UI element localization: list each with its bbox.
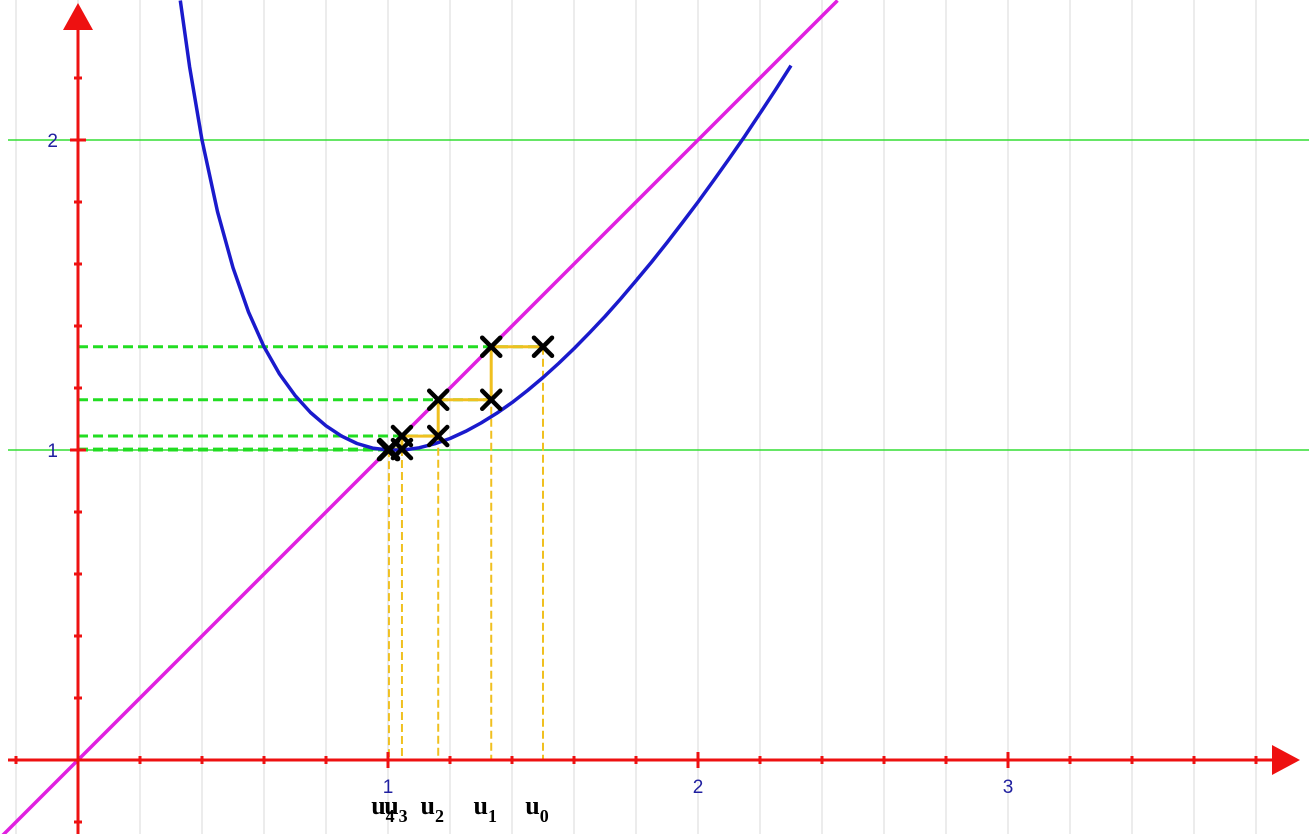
cross-stroke bbox=[479, 388, 503, 412]
iterate-label-base: u bbox=[473, 791, 487, 820]
cross-marker-icon bbox=[426, 424, 450, 448]
x-tick-label: 2 bbox=[693, 777, 704, 798]
iterate-label-subscript: 2 bbox=[435, 806, 444, 826]
grid bbox=[15, 0, 1257, 834]
iterate-label-subscript: 3 bbox=[399, 806, 408, 826]
iterate-label-subscript: 1 bbox=[488, 806, 497, 826]
x-tick-label: 3 bbox=[1003, 777, 1014, 798]
y-tick-label: 2 bbox=[47, 131, 58, 152]
identity-line-y-equals-x bbox=[1, 0, 839, 834]
cross-stroke bbox=[531, 335, 555, 359]
cross-stroke bbox=[479, 335, 503, 359]
iterate-label-base: u bbox=[420, 791, 434, 820]
cross-stroke bbox=[426, 388, 450, 412]
function-curve-path bbox=[178, 0, 793, 452]
cross-stroke bbox=[376, 438, 400, 462]
iterate-markers bbox=[376, 335, 555, 462]
iterate-label: u3 bbox=[384, 791, 407, 826]
iterate-label-base: u bbox=[525, 791, 539, 820]
cross-marker-icon bbox=[531, 335, 555, 359]
iterate-label: u1 bbox=[473, 791, 496, 826]
iterate-label-base: u bbox=[384, 791, 398, 820]
function-curve bbox=[178, 0, 793, 452]
iterate-label-base: u bbox=[371, 791, 385, 820]
iterate-label-subscript: 0 bbox=[540, 806, 549, 826]
iterate-label: u0 bbox=[525, 791, 548, 826]
cross-marker-icon bbox=[479, 335, 503, 359]
projection-dashes bbox=[78, 345, 543, 452]
identity-line bbox=[1, 0, 839, 834]
cross-marker-icon bbox=[479, 388, 503, 412]
iterate-label-subscript: 4 bbox=[386, 806, 395, 826]
iterate-label: u2 bbox=[420, 791, 443, 826]
x-tick-label: 1 bbox=[383, 777, 394, 798]
x-axis-arrow-icon bbox=[1272, 745, 1300, 775]
axes bbox=[8, 3, 1300, 834]
cross-marker-icon bbox=[376, 438, 400, 462]
cross-marker-icon bbox=[426, 388, 450, 412]
horizontal-reference-lines bbox=[8, 139, 1309, 451]
cobweb-path bbox=[387, 345, 544, 760]
y-tick-label: 1 bbox=[47, 441, 58, 462]
y-axis-arrow-icon bbox=[63, 3, 93, 30]
iterate-label: u4 bbox=[371, 791, 394, 826]
cross-stroke bbox=[426, 424, 450, 448]
tick-labels: 1 2 3 1 2 bbox=[47, 131, 1013, 798]
